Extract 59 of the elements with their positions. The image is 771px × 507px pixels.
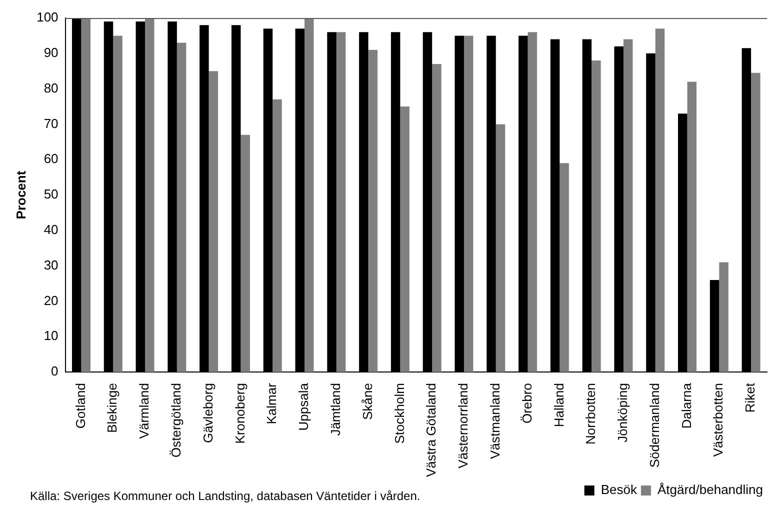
x-tick-label: Dalarna xyxy=(678,382,694,429)
y-tick-label: 50 xyxy=(44,186,58,202)
x-tick-label: Örebro xyxy=(519,383,534,424)
y-tick-label: 70 xyxy=(44,116,58,131)
y-tick-label: 40 xyxy=(44,222,58,238)
text: Källa: Sveriges Kommuner och Landsting, databasen Väntetider i vården. xyxy=(30,489,420,503)
x-tick-label: Riket xyxy=(742,382,758,413)
x-tick-label: Västmanland xyxy=(487,383,502,459)
bar xyxy=(496,124,506,372)
bar xyxy=(368,50,378,372)
x-tick-label: Västra Götaland xyxy=(424,383,439,478)
x-tick-label: Västerbotten xyxy=(710,383,726,457)
x-tick-label: Jönköping xyxy=(615,383,630,442)
bar xyxy=(336,32,346,372)
bar xyxy=(528,32,538,372)
x-tick-label: Uppsala xyxy=(296,382,312,431)
bar xyxy=(432,64,442,372)
bar xyxy=(655,28,665,372)
bar xyxy=(751,72,760,372)
legend-label: Besök xyxy=(600,482,638,498)
bar xyxy=(719,262,728,372)
bar xyxy=(623,39,633,372)
bar xyxy=(304,18,314,372)
y-tick-label: 0 xyxy=(51,364,58,379)
x-tick-label: Gotland xyxy=(72,383,88,429)
x-tick-label: Södermanland xyxy=(646,383,662,468)
bar xyxy=(145,18,154,372)
bar xyxy=(208,71,218,372)
x-tick-label: Skåne xyxy=(360,383,375,420)
bar xyxy=(464,36,474,372)
y-tick-label: 10 xyxy=(44,328,58,344)
legend-label: Åtgärd/behandling xyxy=(657,482,763,498)
y-tick-label: 80 xyxy=(44,80,58,96)
bar xyxy=(560,163,569,372)
bar xyxy=(272,99,282,372)
y-axis-title: Procent xyxy=(13,170,28,220)
x-tick-label: Norrbotten xyxy=(583,383,598,444)
y-tick-label: 30 xyxy=(44,257,58,272)
y-tick-label: 20 xyxy=(44,292,58,308)
x-tick-label: Blekinge xyxy=(104,383,120,433)
x-tick-label: Gävleborg xyxy=(200,383,216,444)
x-tick-label: Stockholm xyxy=(392,383,407,444)
x-tick-label: Kronoberg xyxy=(232,383,248,444)
bar xyxy=(81,18,90,372)
bar xyxy=(176,42,186,372)
x-tick-label: Västernorrland xyxy=(456,383,471,468)
bar xyxy=(240,134,250,372)
bar xyxy=(687,82,697,372)
y-tick-label: 60 xyxy=(44,151,58,166)
x-tick-label: Värmland xyxy=(136,383,152,439)
bar xyxy=(400,106,410,372)
x-tick-label: Kalmar xyxy=(264,382,280,424)
x-tick-label: Jämtland xyxy=(328,383,343,436)
y-tick-label: 100 xyxy=(36,10,58,25)
bar xyxy=(592,60,601,372)
x-tick-label: Östergötland xyxy=(168,383,184,458)
y-tick-label: 90 xyxy=(44,44,58,60)
bar xyxy=(113,36,122,372)
x-tick-label: Halland xyxy=(551,383,566,428)
